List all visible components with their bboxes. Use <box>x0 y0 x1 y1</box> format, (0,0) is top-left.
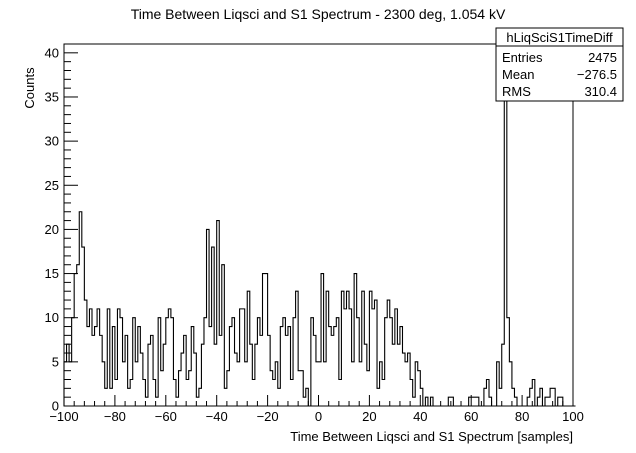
y-tick-label: 10 <box>45 310 59 325</box>
stats-entries-label: Entries <box>502 50 543 65</box>
x-tick-label: 60 <box>464 409 478 424</box>
stats-box: hLiqSciS1TimeDiff Entries 2475 Mean −276… <box>495 27 624 102</box>
y-tick-label: 5 <box>52 354 59 369</box>
stats-box-frame <box>495 27 624 102</box>
y-tick-label: 25 <box>45 178 59 193</box>
y-axis-label: Counts <box>22 67 37 109</box>
x-tick-label: 20 <box>362 409 376 424</box>
stats-mean-label: Mean <box>502 67 535 82</box>
x-tick-label: −100 <box>49 409 78 424</box>
y-tick-label: 20 <box>45 222 59 237</box>
y-tick-label: 30 <box>45 134 59 149</box>
y-tick-label: 15 <box>45 266 59 281</box>
stats-entries-value: 2475 <box>588 50 617 65</box>
x-tick-label: −80 <box>104 409 126 424</box>
y-tick-label: 40 <box>45 45 59 60</box>
x-axis-label: Time Between Liqsci and S1 Spectrum [sam… <box>290 429 573 444</box>
x-tick-labels: −100 −80 −60 −40 −20 0 20 40 60 80 100 <box>49 409 584 424</box>
stats-rms-value: 310.4 <box>584 84 617 99</box>
x-tick-label: 40 <box>413 409 427 424</box>
y-tick-labels: 0 5 10 15 20 25 30 35 40 <box>45 45 59 413</box>
x-tick-label: −20 <box>257 409 279 424</box>
stats-histogram-name: hLiqSciS1TimeDiff <box>506 30 613 45</box>
chart-title: Time Between Liqsci and S1 Spectrum - 23… <box>131 6 506 22</box>
x-tick-label: −40 <box>206 409 228 424</box>
y-tick-label: 0 <box>52 399 59 414</box>
x-tick-label: 0 <box>315 409 322 424</box>
y-tick-label: 35 <box>45 89 59 104</box>
stats-mean-value: −276.5 <box>577 67 617 82</box>
x-tick-label: −60 <box>155 409 177 424</box>
x-tick-label: 80 <box>515 409 529 424</box>
x-tick-label: 100 <box>562 409 584 424</box>
axis-ticks <box>63 43 574 407</box>
stats-rms-label: RMS <box>502 84 531 99</box>
histogram-outline <box>63 61 576 407</box>
